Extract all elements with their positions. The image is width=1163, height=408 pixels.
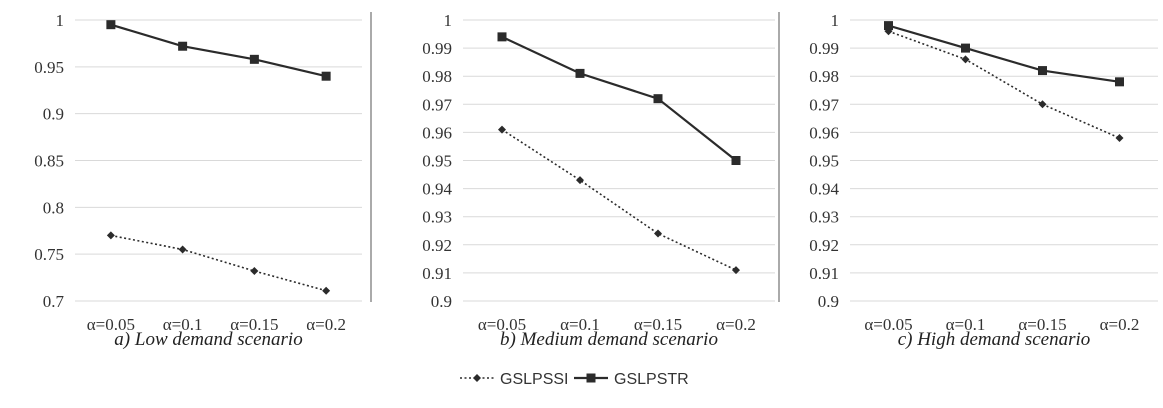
chart-panel-medium-demand: 0.9 0.91 0.92 0.93 0.94 0.95 0.96 0.97 0.98 0.99 1… (422, 11, 775, 350)
y-tick-label: 0.98 (422, 67, 452, 86)
y-tick-label: 0.99 (422, 39, 452, 58)
y-tick-label: 0.98 (809, 67, 839, 86)
data-point-gslpstr (497, 32, 507, 42)
y-tick-label: 1 (56, 11, 65, 30)
x-tick-label: α=0.15 (1018, 315, 1066, 334)
y-tick-label: 0.92 (809, 236, 839, 255)
data-point-gslpstr (178, 41, 188, 51)
y-tick-label: 0.97 (809, 95, 839, 114)
y-tick-label: 0.75 (34, 245, 64, 264)
x-tick-label: α=0.2 (716, 315, 756, 334)
data-point-gslpstr (106, 20, 116, 30)
x-tick-label: α=0.15 (634, 315, 682, 334)
legend-marker-gslpssi (473, 374, 481, 382)
legend: GSLPSSI GSLPSTR (460, 371, 689, 388)
y-tick-label: 0.95 (809, 152, 839, 171)
data-point-gslpssi (732, 266, 740, 275)
y-tick-label: 0.97 (422, 95, 452, 114)
legend-label-gslpstr: GSLPSTR (614, 371, 689, 388)
data-point-gslpstr (1038, 66, 1047, 76)
x-tick-label: α=0.05 (478, 315, 526, 334)
y-tick-label: 1 (831, 11, 840, 30)
series-line-gslpssi (501, 128, 737, 271)
data-point-gslpssi (1038, 100, 1047, 109)
x-tick-label: α=0.05 (864, 315, 912, 334)
x-tick-label: α=0.05 (87, 315, 135, 334)
data-point-gslpssi (654, 229, 662, 238)
x-tick-label: α=0.1 (946, 315, 986, 334)
series-line-gslpssi (888, 30, 1120, 139)
data-point-gslpssi (498, 125, 506, 134)
y-tick-label: 0.94 (422, 180, 452, 199)
y-tick-label: 1 (444, 11, 453, 30)
data-point-gslpssi (106, 231, 115, 240)
x-tick-label: α=0.15 (230, 315, 278, 334)
y-tick-label: 0.8 (43, 198, 64, 217)
data-point-gslpstr (249, 54, 259, 64)
y-tick-label: 0.91 (809, 264, 839, 283)
caption-medium: b) Medium demand scenario (500, 329, 718, 350)
legend-marker-gslpstr (586, 373, 596, 383)
caption-low: a) Low demand scenario (114, 329, 302, 350)
series-line-gslpstr (501, 35, 737, 162)
data-point-gslpstr (575, 68, 585, 78)
x-tick-label: α=0.2 (306, 315, 346, 334)
caption-high: c) High demand scenario (898, 329, 1091, 350)
x-tick-label: α=0.1 (560, 315, 600, 334)
series-line-gslpssi (110, 234, 327, 292)
series-line-gslpstr (110, 23, 327, 78)
data-point-gslpssi (576, 176, 584, 185)
data-point-gslpstr (653, 94, 663, 104)
x-tick-label: α=0.2 (1100, 315, 1140, 334)
data-point-gslpstr (321, 71, 331, 81)
y-tick-label: 0.96 (422, 123, 452, 142)
data-point-gslpstr (731, 156, 741, 165)
data-point-gslpssi (178, 245, 187, 254)
data-point-gslpssi (1115, 134, 1124, 143)
data-point-gslpssi (961, 55, 970, 64)
y-tick-label: 0.95 (34, 58, 64, 77)
y-tick-label: 0.95 (422, 152, 452, 171)
y-tick-label: 0.99 (809, 39, 839, 58)
y-tick-label: 0.9 (43, 105, 64, 124)
y-tick-label: 0.96 (809, 123, 839, 142)
y-tick-label: 0.93 (422, 208, 452, 227)
chart-panel-high-demand: 0.9 0.91 0.92 0.93 0.94 0.95 0.96 0.97 0.98 0.99 1… (809, 11, 1158, 350)
y-tick-label: 0.9 (818, 292, 839, 311)
data-point-gslpstr (961, 43, 970, 53)
y-tick-label: 0.9 (431, 292, 452, 311)
data-point-gslpstr (884, 21, 893, 31)
y-tick-label: 0.94 (809, 180, 839, 199)
series-line-gslpstr (888, 24, 1120, 83)
data-point-gslpstr (1115, 77, 1124, 87)
data-point-gslpssi (250, 267, 259, 276)
chart-panel-low-demand: 0.7 0.75 0.8 0.85 0.9 0.95 1 α=0.05 α=0.1 α=0.15 α… (34, 11, 362, 350)
y-tick-label: 0.85 (34, 152, 64, 171)
y-tick-label: 0.92 (422, 236, 452, 255)
legend-label-gslpssi: GSLPSSI (500, 371, 568, 388)
y-tick-label: 0.93 (809, 208, 839, 227)
x-tick-label: α=0.1 (163, 315, 203, 334)
y-tick-label: 0.91 (422, 264, 452, 283)
y-tick-label: 0.7 (43, 292, 65, 311)
data-point-gslpssi (322, 286, 331, 295)
